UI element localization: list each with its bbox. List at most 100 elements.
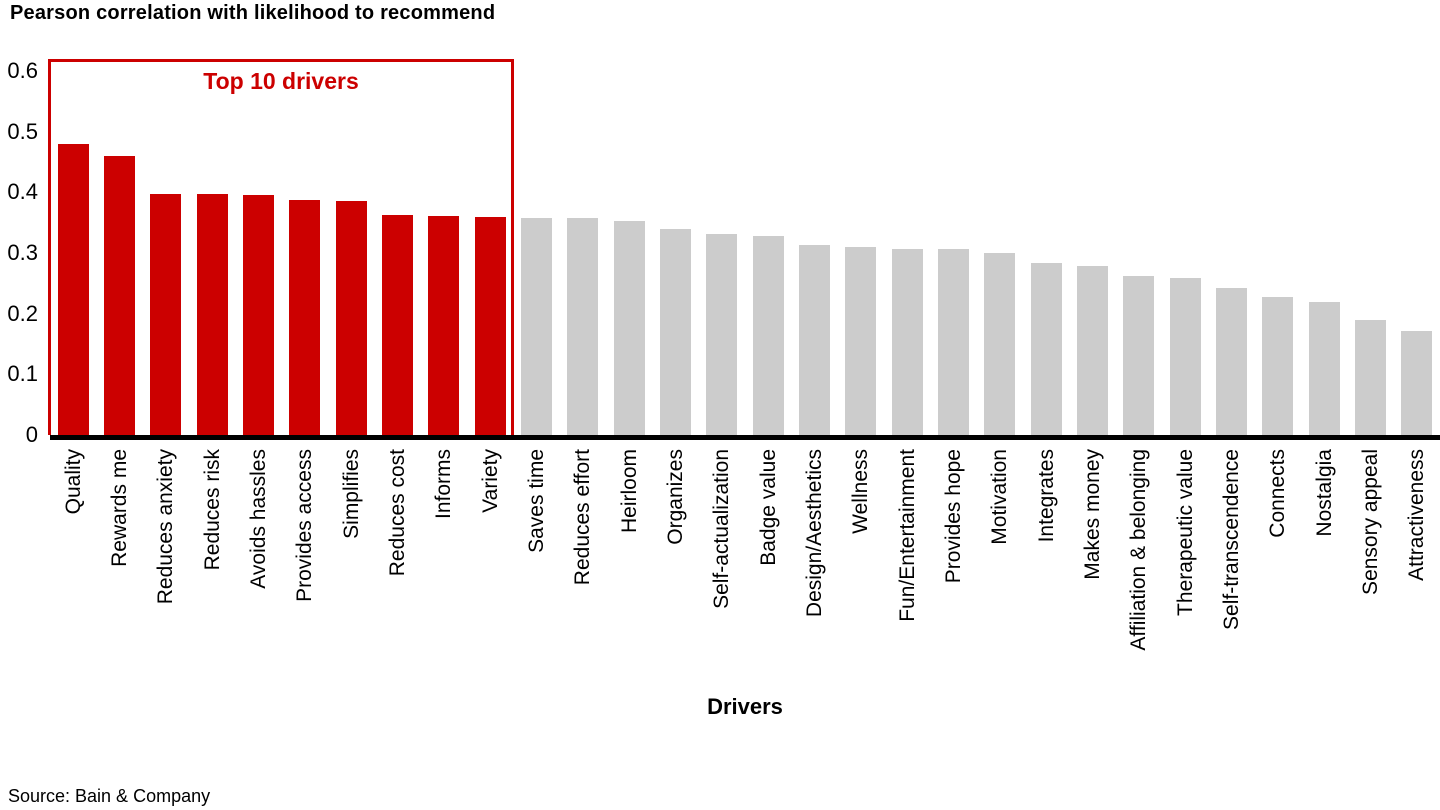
bar-therapeutic-value [1169, 277, 1201, 435]
xlabel-fun-entertainment: Fun/Entertainment [895, 449, 919, 622]
bar-reduces-anxiety [150, 193, 182, 435]
bar-reduces-cost [381, 215, 413, 435]
xlabel-variety: Variety [478, 449, 502, 513]
bar-reduces-effort [567, 218, 599, 435]
bar-simplifies [335, 201, 367, 435]
bar-slot-reduces-anxiety [143, 71, 189, 435]
bar-slot-saves-time [513, 71, 559, 435]
bar-slot-reduces-effort [560, 71, 606, 435]
xlabel-slot-self-transcendence: Self-transcendence [1208, 449, 1254, 630]
xlabel-design-aesthetics: Design/Aesthetics [802, 449, 826, 618]
xlabel-slot-informs: Informs [421, 449, 467, 519]
xlabel-self-actualization: Self-actualization [710, 449, 734, 609]
bar-heirloom [613, 221, 645, 435]
bar-nostalgia [1308, 302, 1340, 435]
xlabel-connects: Connects [1266, 449, 1290, 538]
bar-slot-organizes [652, 71, 698, 435]
bar-slot-therapeutic-value [1162, 71, 1208, 435]
xlabel-therapeutic-value: Therapeutic value [1173, 449, 1197, 616]
xlabel-slot-avoids-hassles: Avoids hassles [235, 449, 281, 589]
bar-slot-heirloom [606, 71, 652, 435]
bar-motivation [984, 253, 1016, 435]
xlabel-informs: Informs [432, 449, 456, 520]
bar-slot-attractiveness [1394, 71, 1440, 435]
bar-reduces-risk [196, 194, 228, 435]
xlabel-reduces-cost: Reduces cost [385, 449, 409, 577]
ytick-0.2: 0.2 [7, 300, 38, 326]
xlabel-provides-hope: Provides hope [941, 449, 965, 584]
xlabel-integrates: Integrates [1034, 449, 1058, 543]
xlabel-slot-reduces-anxiety: Reduces anxiety [143, 449, 189, 604]
xlabel-organizes: Organizes [663, 449, 687, 545]
bar-slot-nostalgia [1301, 71, 1347, 435]
xlabel-slot-quality: Quality [50, 449, 96, 514]
xlabel-slot-variety: Variety [467, 449, 513, 513]
bar-slot-fun-entertainment [884, 71, 930, 435]
ytick-0.6: 0.6 [7, 58, 38, 83]
bar-slot-quality [50, 71, 96, 435]
xlabel-self-transcendence: Self-transcendence [1219, 449, 1243, 630]
x-axis-line [50, 435, 1440, 440]
xlabel-slot-rewards-me: Rewards me [96, 449, 142, 567]
bar-provides-access [289, 199, 321, 435]
bar-attractiveness [1401, 330, 1433, 435]
bar-slot-variety [467, 71, 513, 435]
ytick-0.5: 0.5 [7, 118, 38, 144]
bar-slot-reduces-cost [374, 71, 420, 435]
xlabel-heirloom: Heirloom [617, 449, 641, 534]
ytick-0.4: 0.4 [7, 179, 38, 205]
bar-slot-affiliation-belonging [1116, 71, 1162, 435]
xlabel-slot-therapeutic-value: Therapeutic value [1162, 449, 1208, 616]
xlabel-slot-wellness: Wellness [838, 449, 884, 534]
xlabel-slot-motivation: Motivation [977, 449, 1023, 545]
xlabel-slot-integrates: Integrates [1023, 449, 1069, 542]
bar-slot-rewards-me [96, 71, 142, 435]
source-note: Source: Bain & Company [8, 786, 211, 806]
xlabel-slot-attractiveness: Attractiveness [1394, 449, 1440, 581]
xlabel-quality: Quality [61, 449, 85, 515]
xlabel-slot-self-actualization: Self-actualization [699, 449, 745, 609]
bar-organizes [659, 229, 691, 435]
xlabel-affiliation-belonging: Affiliation & belonging [1127, 449, 1151, 651]
xlabel-slot-nostalgia: Nostalgia [1301, 449, 1347, 537]
bar-quality [57, 143, 89, 435]
top10-highlight-box: Top 10 drivers [48, 59, 514, 435]
bar-slot-provides-hope [930, 71, 976, 435]
xlabel-simplifies: Simplifies [339, 449, 363, 539]
xlabel-reduces-anxiety: Reduces anxiety [154, 449, 178, 605]
bar-avoids-hassles [242, 195, 274, 435]
bar-sensory-appeal [1354, 320, 1386, 435]
bar-self-actualization [706, 233, 738, 435]
xlabel-motivation: Motivation [988, 449, 1012, 545]
bar-provides-hope [937, 249, 969, 435]
xlabel-saves-time: Saves time [524, 449, 548, 553]
xlabel-slot-organizes: Organizes [652, 449, 698, 545]
top10-annotation: Top 10 drivers [203, 68, 359, 94]
x-axis-title: Drivers [707, 694, 783, 719]
xlabel-slot-connects: Connects [1255, 449, 1301, 538]
bar-rewards-me [103, 155, 135, 435]
xlabel-slot-provides-access: Provides access [282, 449, 328, 602]
bar-fun-entertainment [891, 248, 923, 435]
bar-slot-design-aesthetics [791, 71, 837, 435]
xlabel-nostalgia: Nostalgia [1312, 449, 1336, 537]
bar-self-transcendence [1215, 287, 1247, 435]
bar-badge-value [752, 236, 784, 435]
bar-slot-connects [1255, 71, 1301, 435]
bar-slot-badge-value [745, 71, 791, 435]
xlabel-slot-saves-time: Saves time [513, 449, 559, 553]
xlabel-wellness: Wellness [849, 449, 873, 534]
xlabel-slot-affiliation-belonging: Affiliation & belonging [1116, 449, 1162, 651]
xlabel-slot-design-aesthetics: Design/Aesthetics [791, 449, 837, 617]
chart-title: Pearson correlation with likelihood to r… [10, 2, 496, 24]
xlabel-provides-access: Provides access [293, 449, 317, 602]
ytick-0.3: 0.3 [7, 240, 38, 265]
bars-row [50, 71, 1440, 435]
bar-design-aesthetics [798, 245, 830, 435]
xlabel-makes-money: Makes money [1080, 449, 1104, 580]
bar-wellness [845, 246, 877, 435]
bar-slot-integrates [1023, 71, 1069, 435]
xlabel-avoids-hassles: Avoids hassles [246, 449, 270, 589]
xlabel-reduces-risk: Reduces risk [200, 449, 224, 571]
bar-slot-provides-access [282, 71, 328, 435]
